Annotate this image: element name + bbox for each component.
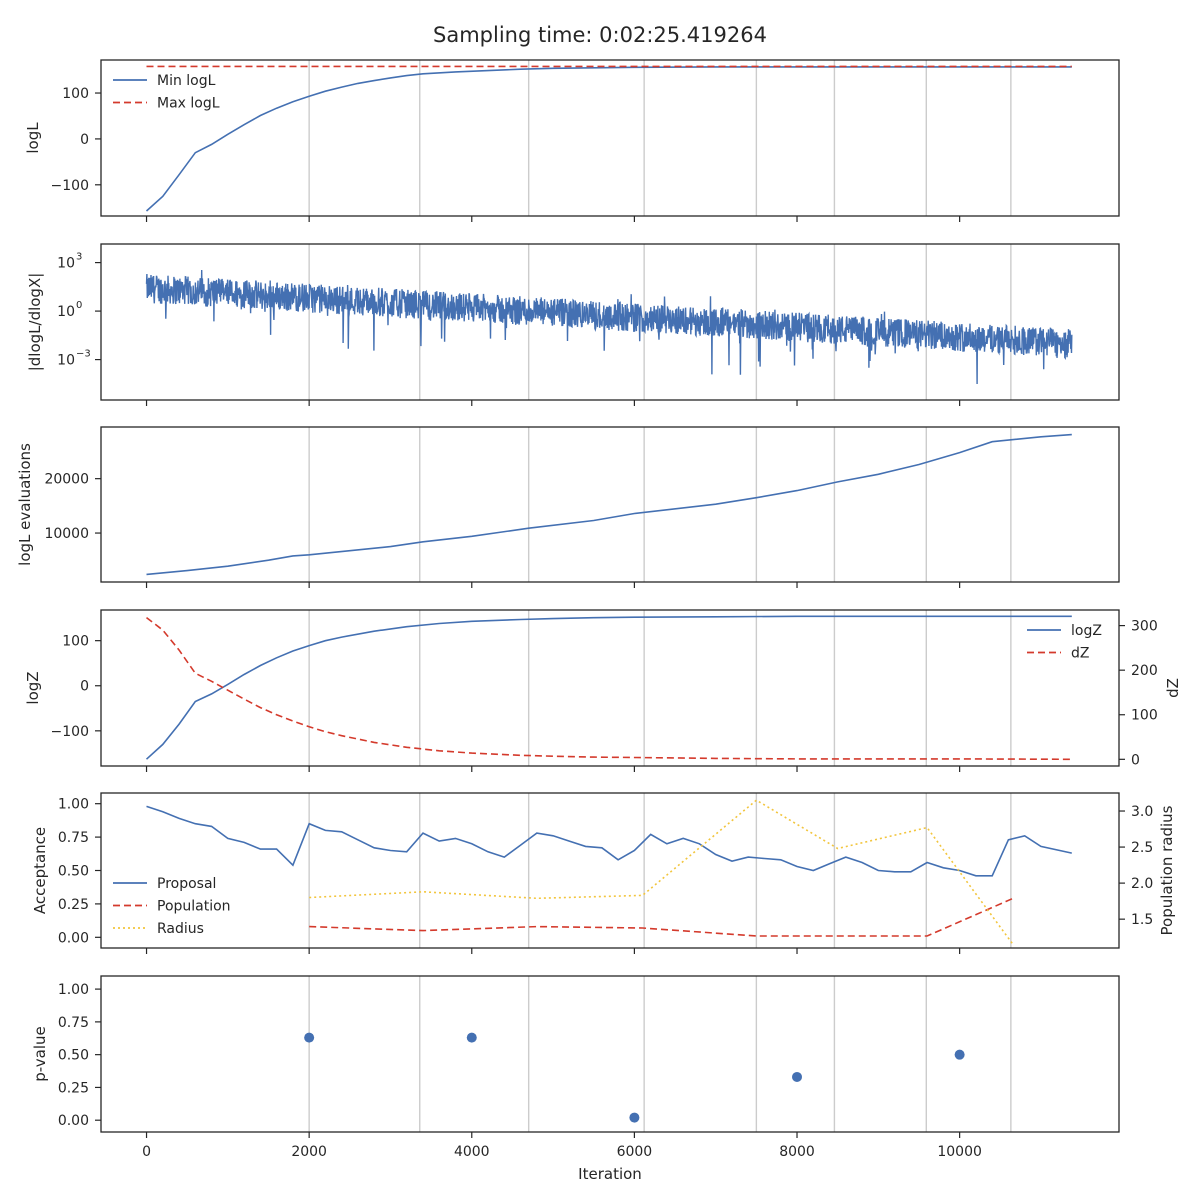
y-tick-label: 10 [57, 304, 75, 320]
series-logl-0 [145, 66, 1072, 212]
panel-logz: −100 0 100 logZ 0 100 200 300 dZ logZ dZ [24, 609, 1182, 772]
panel-pvalue: 0 2000 4000 6000 8000 10000 Iteration 0.00 0.25 0… [31, 975, 1120, 1183]
y-tick-label: 0.00 [58, 930, 89, 946]
plot-area-dlogl [145, 269, 1073, 385]
axes-frame [100, 243, 1120, 401]
plot-area-logl [145, 65, 1072, 212]
y-tick-label: 0.25 [58, 1080, 89, 1096]
scatter-point [466, 1032, 477, 1043]
y-axis-label: logL evaluations [16, 443, 34, 566]
axes-frame [100, 609, 1120, 767]
y-tick-exponent: −3 [76, 349, 91, 360]
y-right-tick-label: 100 [1131, 708, 1158, 724]
x-tick-label: 6000 [617, 1144, 653, 1160]
y-tick-label: 100 [62, 86, 89, 102]
y-axis-label: Acceptance [31, 827, 49, 914]
y-tick-label: 0.75 [58, 830, 89, 846]
series-accept-0 [146, 805, 1072, 877]
y-tick-label: 20000 [44, 472, 89, 488]
series-evals-0 [146, 433, 1072, 576]
axes-frame [100, 426, 1120, 583]
scatter-point [954, 1049, 965, 1060]
y-tick-label: 0.00 [58, 1113, 89, 1129]
x-tick-label: 2000 [291, 1144, 327, 1160]
y-axis-label: p-value [31, 1026, 49, 1082]
y-right-tick-label: 0 [1131, 752, 1140, 768]
series-accept-1 [309, 897, 1013, 937]
panel-evals: 10000 20000 logL evaluations [16, 426, 1120, 588]
y-tick-label: 0 [80, 132, 89, 148]
figure-title: Sampling time: 0:02:25.419264 [433, 23, 767, 47]
legend-label: Radius [157, 921, 204, 937]
legend: logZ dZ [1027, 623, 1102, 662]
y-tick-label: 1.00 [58, 982, 89, 998]
y-tick-exponent: 0 [76, 300, 82, 311]
y-tick-label: −100 [51, 178, 89, 194]
y-tick-label: 0 [80, 679, 89, 695]
y-right-tick-label: 2.5 [1131, 840, 1153, 856]
axes-frame [100, 59, 1120, 217]
panel-dlogl: 10 −310 010 3|dlogL/dlogX| [26, 243, 1120, 406]
legend: Proposal Population Radius [113, 876, 231, 937]
y-tick-label: 0.50 [58, 864, 89, 880]
x-tick-label: 0 [142, 1144, 151, 1160]
y-right-axis-label: dZ [1164, 678, 1182, 698]
legend-label: Min logL [157, 73, 216, 89]
plot-area-evals [146, 433, 1072, 576]
legend-label: logZ [1071, 623, 1102, 639]
y-tick-label: 10 [57, 353, 75, 369]
y-axis-label: |dlogL/dlogX| [26, 273, 44, 372]
y-right-tick-label: 2.0 [1131, 876, 1153, 892]
y-tick-label: 10000 [44, 526, 89, 542]
plot-area-pvalue [304, 1032, 965, 1123]
y-axis-label: logL [24, 122, 42, 154]
plot-area-accept [146, 799, 1072, 945]
y-right-tick-label: 1.5 [1131, 912, 1153, 928]
y-tick-label: 0.25 [58, 897, 89, 913]
series-logz-0 [145, 615, 1072, 760]
legend-label: Population [157, 899, 231, 915]
y-tick-label: 0.75 [58, 1015, 89, 1031]
legend-label: dZ [1071, 646, 1089, 662]
y-right-tick-label: 200 [1131, 663, 1158, 679]
y-tick-exponent: 3 [76, 252, 82, 263]
y-right-axis-label: Population radius [1158, 805, 1176, 935]
scatter-point [304, 1032, 315, 1043]
y-tick-label: 10 [57, 256, 75, 272]
axes-frame [100, 975, 1120, 1133]
x-tick-label: 8000 [779, 1144, 815, 1160]
y-tick-label: 0.50 [58, 1048, 89, 1064]
series-dlogl [145, 269, 1073, 385]
y-axis-label: logZ [24, 671, 42, 704]
y-tick-label: 1.00 [58, 797, 89, 813]
panel-accept: 0.00 0.25 0.50 0.75 1.00 Acceptance 1.5 2.0 2.5 3… [31, 792, 1176, 954]
y-right-tick-label: 300 [1131, 619, 1158, 635]
x-tick-label: 4000 [454, 1144, 490, 1160]
scatter-point [792, 1071, 803, 1082]
y-tick-label: −100 [51, 724, 89, 740]
x-axis-label: Iteration [578, 1165, 642, 1183]
series-logz-1 [146, 616, 1072, 761]
y-right-tick-label: 3.0 [1131, 804, 1153, 820]
x-tick-label: 10000 [937, 1144, 982, 1160]
panel-logl: −100 0 100 logL Min logL Max logL [24, 59, 1120, 222]
scatter-point [629, 1112, 640, 1123]
axes-frame [100, 792, 1120, 949]
legend: Min logL Max logL [113, 73, 220, 112]
legend-label: Max logL [157, 96, 220, 112]
plot-area-logz [145, 615, 1072, 761]
y-tick-label: 100 [62, 634, 89, 650]
legend-label: Proposal [157, 876, 216, 892]
